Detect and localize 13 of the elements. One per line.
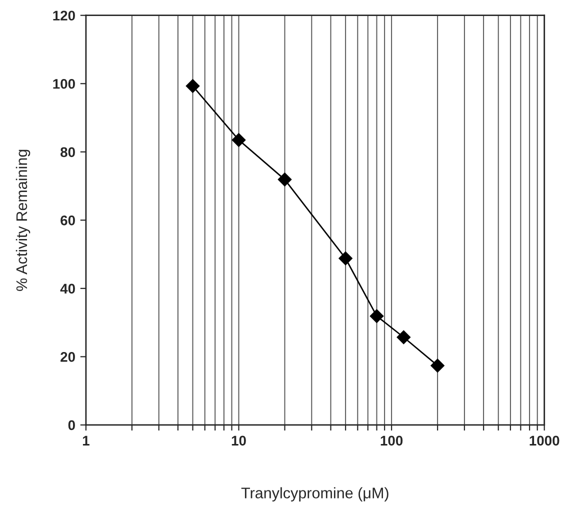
x-tick-label: 1 <box>82 436 90 446</box>
y-tick-label: 0 <box>68 420 75 430</box>
x-tick-label: 1000 <box>530 436 560 446</box>
x-axis-title: Tranylcypromine (μM) <box>241 487 388 502</box>
y-tick-label: 60 <box>60 215 75 226</box>
y-tick-label: 100 <box>53 78 75 89</box>
y-tick-label: 40 <box>60 284 75 294</box>
y-tick-label: 20 <box>60 352 75 362</box>
x-tick-label: 100 <box>380 436 403 446</box>
y-tick-label: 80 <box>60 147 75 158</box>
x-tick-label: 10 <box>232 436 246 446</box>
y-tick-label: 120 <box>53 10 75 21</box>
y-axis-title: % Activity Remaining <box>16 150 30 291</box>
